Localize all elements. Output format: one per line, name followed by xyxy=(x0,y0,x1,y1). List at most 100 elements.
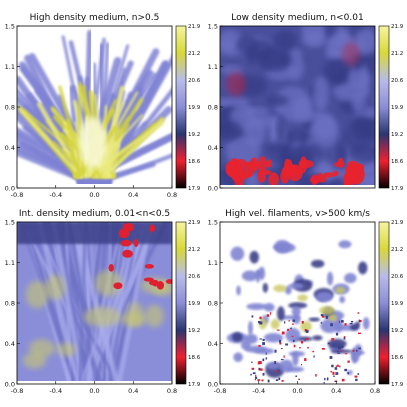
dense-knot xyxy=(322,172,336,178)
density-blob xyxy=(83,307,121,327)
speck xyxy=(281,379,284,382)
colorbar-tick-label: 21.2 xyxy=(391,51,403,57)
colorbar-tick-label: 19.9 xyxy=(188,105,201,111)
dense-knot xyxy=(122,222,135,232)
colorbar-tick-label: 19.2 xyxy=(188,132,200,138)
y-tick-label: 0.8 xyxy=(5,300,15,308)
colorbar-tick-label: 21.9 xyxy=(188,24,201,30)
chart-title: Low density medium, n<0.01 xyxy=(231,13,363,23)
speck xyxy=(276,369,278,373)
colorbar-tick-label: 20.6 xyxy=(391,274,404,280)
speck xyxy=(327,342,330,345)
dense-knot xyxy=(235,175,241,182)
density-blob xyxy=(266,141,290,166)
y-tick-label: 1.1 xyxy=(5,63,15,71)
density-blob xyxy=(266,94,289,107)
density-blob xyxy=(316,291,333,303)
density-blob xyxy=(342,42,360,66)
speck xyxy=(291,335,294,337)
speck xyxy=(300,340,304,344)
colorbar-tick-label: 21.2 xyxy=(188,247,200,253)
speck xyxy=(315,374,317,377)
speck xyxy=(279,339,282,343)
speck xyxy=(354,375,358,378)
x-tick-label: -0.4 xyxy=(49,387,62,395)
speck xyxy=(262,339,265,341)
speck xyxy=(347,360,350,363)
density-blob xyxy=(313,76,329,113)
density-blob xyxy=(257,47,292,72)
dense-knot xyxy=(348,168,362,183)
dense-knot xyxy=(143,277,154,282)
speck xyxy=(275,379,279,381)
density-blob xyxy=(359,63,369,96)
speck xyxy=(335,365,339,367)
bright-core xyxy=(78,117,107,169)
speck xyxy=(285,343,289,346)
density-blob xyxy=(278,359,294,373)
speck xyxy=(278,377,281,380)
speck xyxy=(250,373,252,376)
speck xyxy=(334,380,338,382)
x-tick-label: 0.8 xyxy=(370,387,380,395)
x-tick-label: 0.8 xyxy=(167,387,177,395)
density-blob xyxy=(335,286,346,294)
dense-knot xyxy=(122,249,133,258)
density-blob xyxy=(273,284,287,293)
dense-knot xyxy=(120,239,132,247)
speck xyxy=(340,346,343,348)
speck xyxy=(265,357,268,360)
x-tick-label: -0.8 xyxy=(11,387,24,395)
density-blob xyxy=(45,274,66,300)
dense-knot xyxy=(165,279,172,284)
density-blob xyxy=(248,320,253,336)
speck xyxy=(287,328,290,331)
plot-area xyxy=(220,26,375,188)
speck xyxy=(295,375,298,377)
speck xyxy=(265,352,267,355)
density-blob xyxy=(339,295,346,304)
density-blob xyxy=(276,306,285,321)
speck xyxy=(299,346,301,349)
speck xyxy=(332,371,335,375)
speck xyxy=(313,355,315,358)
density-blob xyxy=(362,317,370,330)
speck xyxy=(334,367,338,370)
colorbar xyxy=(175,25,187,189)
colorbar-tick-label: 20.6 xyxy=(188,274,201,280)
speck xyxy=(259,338,262,340)
colorbar-tick-label: 21.9 xyxy=(391,220,404,226)
chart-panel-2: Low density medium, n<0.01 0.0 0.4 0.8 1.1 1.… xyxy=(208,13,404,193)
x-tick-label: -0.8 xyxy=(11,191,24,199)
speck xyxy=(335,372,339,375)
speck xyxy=(279,342,282,345)
density-blob xyxy=(351,115,372,142)
speck xyxy=(251,367,255,370)
dense-knot xyxy=(337,157,344,169)
speck xyxy=(355,378,358,382)
y-tick-label: 0.8 xyxy=(5,104,15,112)
x-tick-label: -0.4 xyxy=(252,387,265,395)
dense-knot xyxy=(233,159,248,169)
speck xyxy=(321,348,325,350)
speck xyxy=(312,350,315,353)
speck xyxy=(293,344,296,348)
dense-knot xyxy=(332,170,339,177)
speck xyxy=(280,348,283,350)
speck xyxy=(262,358,265,362)
speck xyxy=(292,323,294,325)
speck xyxy=(305,330,309,333)
speck xyxy=(344,323,347,326)
y-tick-label: 0.0 xyxy=(208,381,218,389)
speck xyxy=(338,320,340,324)
filament xyxy=(111,127,124,178)
speck xyxy=(292,319,296,322)
density-blob xyxy=(350,348,360,363)
x-tick-label: 0.4 xyxy=(128,387,138,395)
speck xyxy=(283,355,285,358)
dense-knot xyxy=(151,279,159,287)
density-blob xyxy=(287,48,305,81)
chart-title: Int. density medium, 0.01<n<0.5 xyxy=(19,209,170,219)
density-blob xyxy=(300,321,312,333)
dense-knot xyxy=(113,282,123,290)
